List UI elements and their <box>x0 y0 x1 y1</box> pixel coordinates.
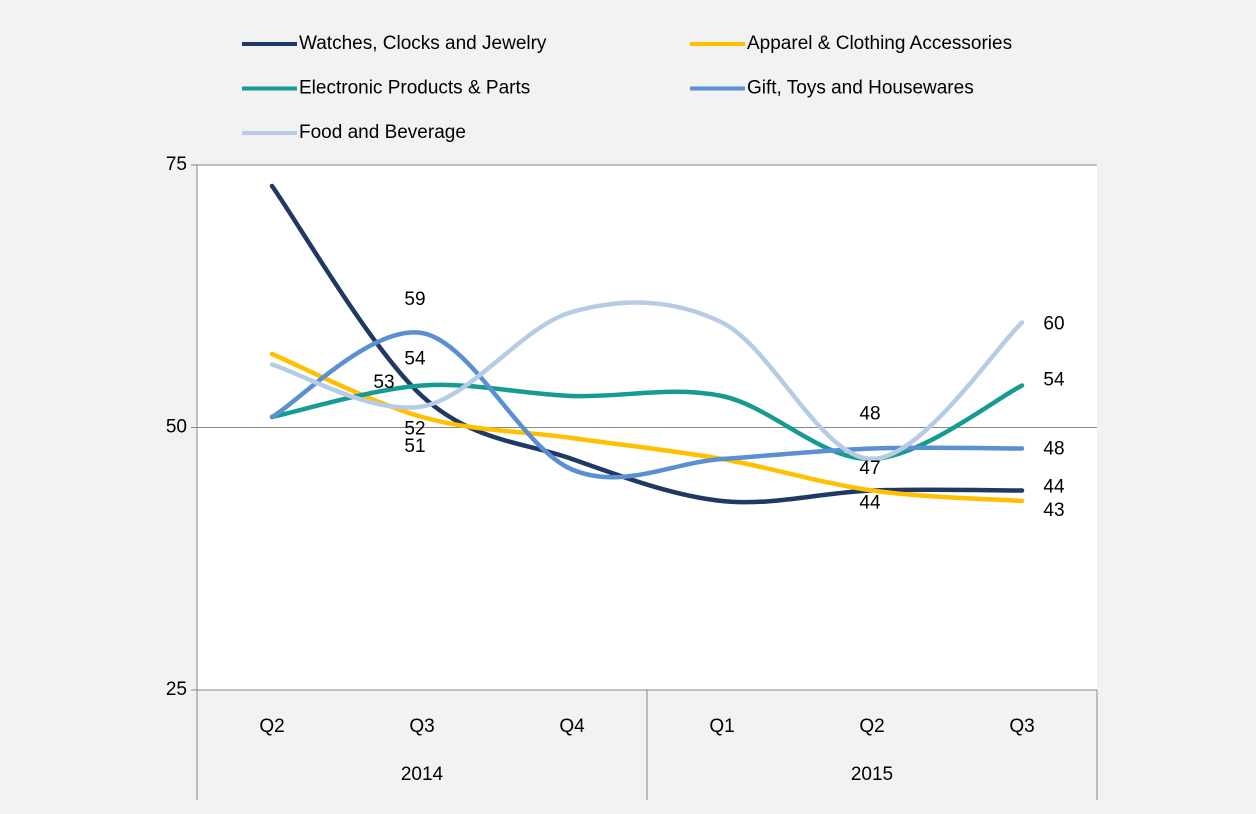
legend-label: Watches, Clocks and Jewelry <box>299 33 547 54</box>
data-label: 43 <box>1043 500 1064 521</box>
group-label: 2014 <box>401 764 444 785</box>
data-label: 53 <box>373 372 394 393</box>
data-label: 51 <box>404 436 425 457</box>
x-tick-label: Q1 <box>709 716 734 737</box>
data-label: 44 <box>1043 477 1065 498</box>
y-tick-label: 50 <box>166 417 187 438</box>
series-line <box>269 351 1025 504</box>
series-line <box>269 300 1025 462</box>
data-label: 48 <box>1043 439 1064 460</box>
data-label: 47 <box>859 458 880 479</box>
y-tick-label: 75 <box>166 154 187 175</box>
x-tick-label: Q3 <box>1009 716 1034 737</box>
data-label: 52 <box>404 419 425 440</box>
legend-label: Gift, Toys and Housewares <box>747 78 974 99</box>
data-label: 54 <box>404 349 426 370</box>
legend-label: Food and Beverage <box>299 122 466 143</box>
x-tick-label: Q2 <box>859 716 884 737</box>
x-tick-label: Q3 <box>409 716 434 737</box>
legend-label: Apparel & Clothing Accessories <box>747 33 1012 54</box>
y-tick-label: 25 <box>166 679 187 700</box>
x-tick-label: Q4 <box>559 716 585 737</box>
data-label: 60 <box>1043 314 1064 335</box>
data-label: 48 <box>859 404 880 425</box>
data-label: 44 <box>859 493 881 514</box>
series-line <box>269 382 1025 462</box>
legend-label: Electronic Products & Parts <box>299 78 530 99</box>
x-tick-label: Q2 <box>259 716 284 737</box>
data-label: 59 <box>404 289 425 310</box>
series-line <box>269 330 1025 480</box>
data-label: 54 <box>1043 370 1065 391</box>
group-label: 2015 <box>851 764 893 785</box>
